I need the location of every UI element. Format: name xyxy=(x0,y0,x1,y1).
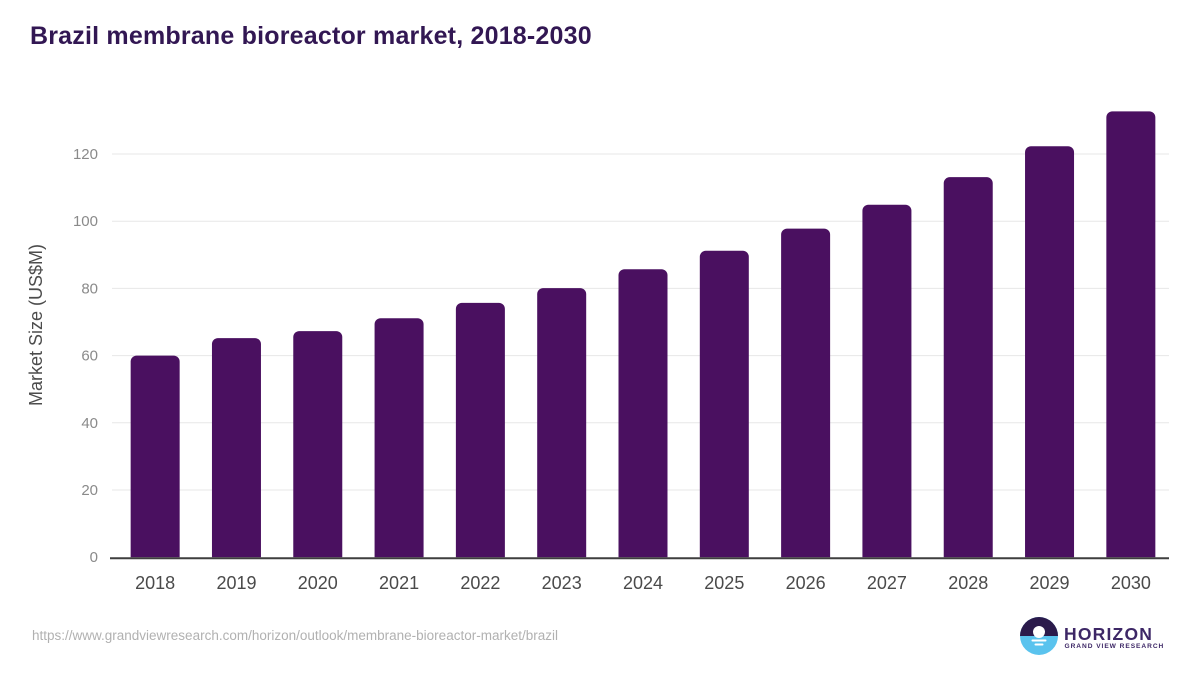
logo-brand-text: HORIZON xyxy=(1064,624,1153,644)
y-axis-tick-labels: 0 20 40 60 80 100 120 xyxy=(73,146,98,566)
x-tick-label: 2030 xyxy=(1111,573,1151,593)
bar-2028 xyxy=(943,177,993,558)
horizon-grandview-logo: HORIZON GRAND VIEW RESEARCH xyxy=(1020,617,1165,655)
bar-2024 xyxy=(618,269,668,558)
bar-2018 xyxy=(130,355,180,558)
x-axis-tick-labels: 2018 2019 2020 2021 2022 2023 2024 2025 2026 2027… xyxy=(135,573,1151,593)
y-tick-label: 0 xyxy=(90,549,98,566)
y-tick-label: 100 xyxy=(73,213,98,230)
y-tick-label: 40 xyxy=(81,415,98,432)
x-tick-label: 2018 xyxy=(135,573,175,593)
logo-tagline-text: GRAND VIEW RESEARCH xyxy=(1065,643,1165,650)
x-tick-label: 2026 xyxy=(786,573,826,593)
bar-2022 xyxy=(455,302,505,558)
x-tick-label: 2022 xyxy=(460,573,500,593)
x-tick-label: 2023 xyxy=(542,573,582,593)
chart-title: Brazil membrane bioreactor market, 2018-… xyxy=(30,22,592,50)
bar-2023 xyxy=(537,288,587,558)
bar-2021 xyxy=(374,318,424,558)
bar-2020 xyxy=(293,331,343,558)
horizon-sun-over-water-icon xyxy=(1020,617,1058,655)
x-tick-label: 2024 xyxy=(623,573,663,593)
bar-2025 xyxy=(699,250,749,558)
bar-2026 xyxy=(781,228,831,558)
y-tick-label: 60 xyxy=(81,348,98,365)
source-url: https://www.grandviewresearch.com/horizo… xyxy=(32,628,558,643)
x-tick-label: 2029 xyxy=(1030,573,1070,593)
bar-2019 xyxy=(211,338,261,558)
x-tick-label: 2021 xyxy=(379,573,419,593)
y-axis-title: Market Size (US$M) xyxy=(26,244,46,406)
x-tick-label: 2028 xyxy=(948,573,988,593)
bar-series xyxy=(130,111,1156,558)
x-tick-label: 2019 xyxy=(216,573,256,593)
x-tick-label: 2027 xyxy=(867,573,907,593)
x-tick-label: 2025 xyxy=(704,573,744,593)
y-tick-label: 80 xyxy=(81,280,98,297)
bar-2029 xyxy=(1025,146,1075,558)
bar-2027 xyxy=(862,204,912,558)
y-tick-label: 20 xyxy=(81,482,98,499)
bar-2030 xyxy=(1106,111,1156,558)
y-tick-label: 120 xyxy=(73,146,98,163)
x-tick-label: 2020 xyxy=(298,573,338,593)
